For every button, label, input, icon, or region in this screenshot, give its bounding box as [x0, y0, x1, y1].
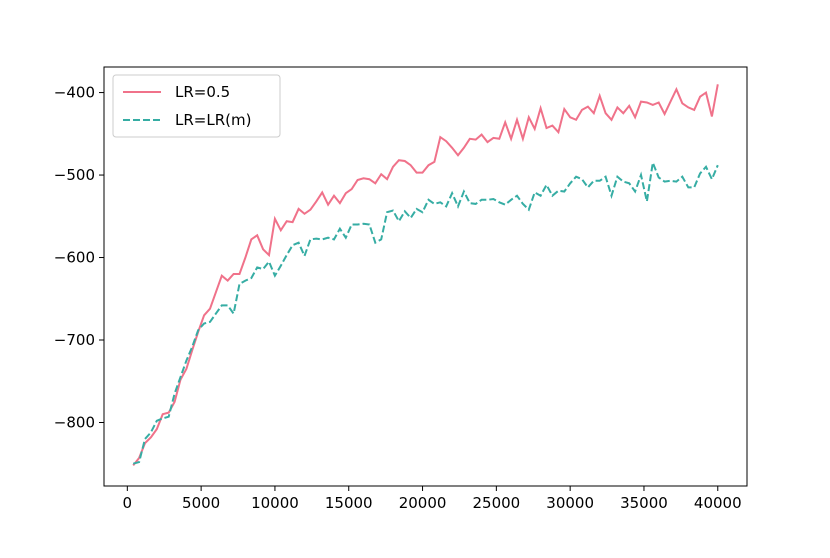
y-tick-label: −600 — [54, 249, 95, 267]
x-tick-label: 25000 — [472, 494, 520, 512]
x-tick-label: 20000 — [399, 494, 447, 512]
series-line — [132, 84, 719, 467]
x-tick-label: 35000 — [620, 494, 668, 512]
series-line — [132, 158, 719, 465]
x-tick-label: 10000 — [251, 494, 299, 512]
y-tick-label: −400 — [54, 84, 95, 102]
legend-box — [112, 74, 281, 138]
x-tick-label: 15000 — [325, 494, 373, 512]
plot-frame — [103, 66, 748, 487]
x-tick-label: 5000 — [182, 494, 220, 512]
legend-label: LR=LR(m) — [175, 111, 251, 129]
x-tick-label: 40000 — [694, 494, 742, 512]
y-tick-label: −700 — [54, 331, 95, 349]
x-tick-label: 30000 — [546, 494, 594, 512]
x-tick-label: 0 — [123, 494, 133, 512]
y-tick-label: −800 — [54, 413, 95, 431]
legend-label: LR=0.5 — [175, 83, 230, 101]
y-tick-label: −500 — [54, 166, 95, 184]
